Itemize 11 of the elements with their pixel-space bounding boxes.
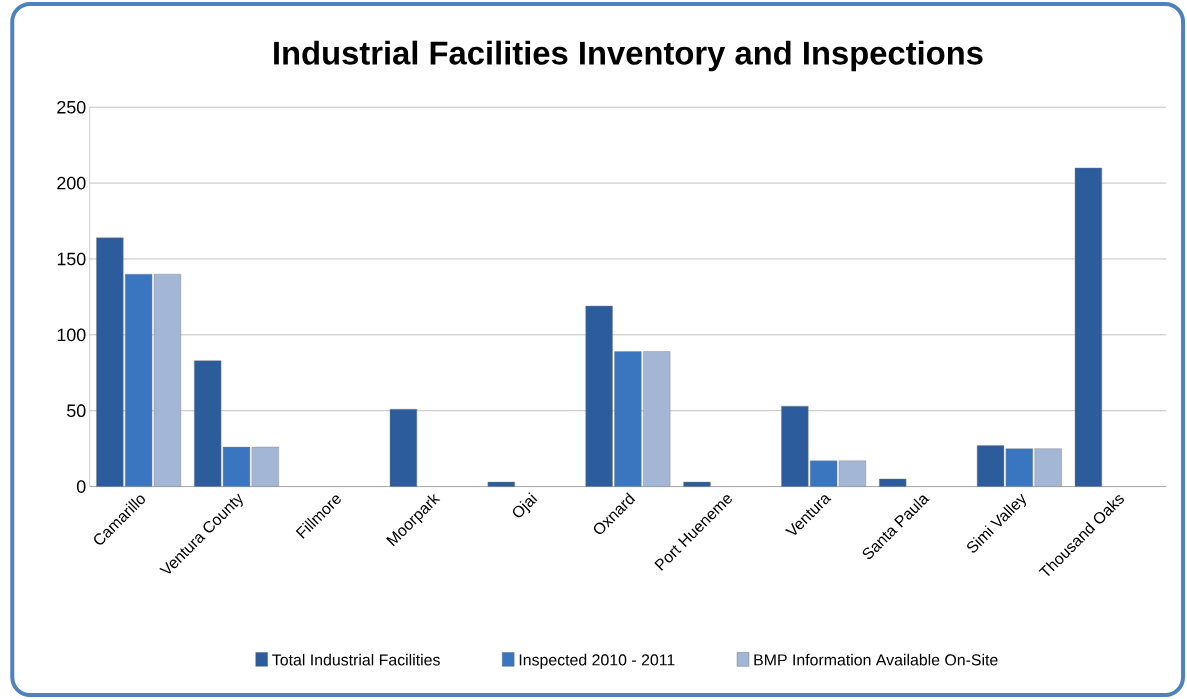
legend-label: Total Industrial Facilities (272, 653, 440, 666)
y-tick-label: 250 (57, 100, 86, 114)
y-tick-label: 150 (57, 252, 86, 266)
y-tick-label: 200 (57, 176, 86, 190)
x-tick-label: Ojai (513, 492, 538, 518)
legend-label: BMP Information Available On-Site (754, 653, 998, 666)
y-tick-label: 0 (76, 480, 86, 493)
legend-label: Inspected 2010 - 2011 (519, 653, 675, 669)
y-tick-label: 50 (67, 404, 86, 417)
y-tick-label: 100 (57, 328, 86, 342)
chart-title: Industrial Facilities Inventory and Inspections (274, 40, 983, 72)
